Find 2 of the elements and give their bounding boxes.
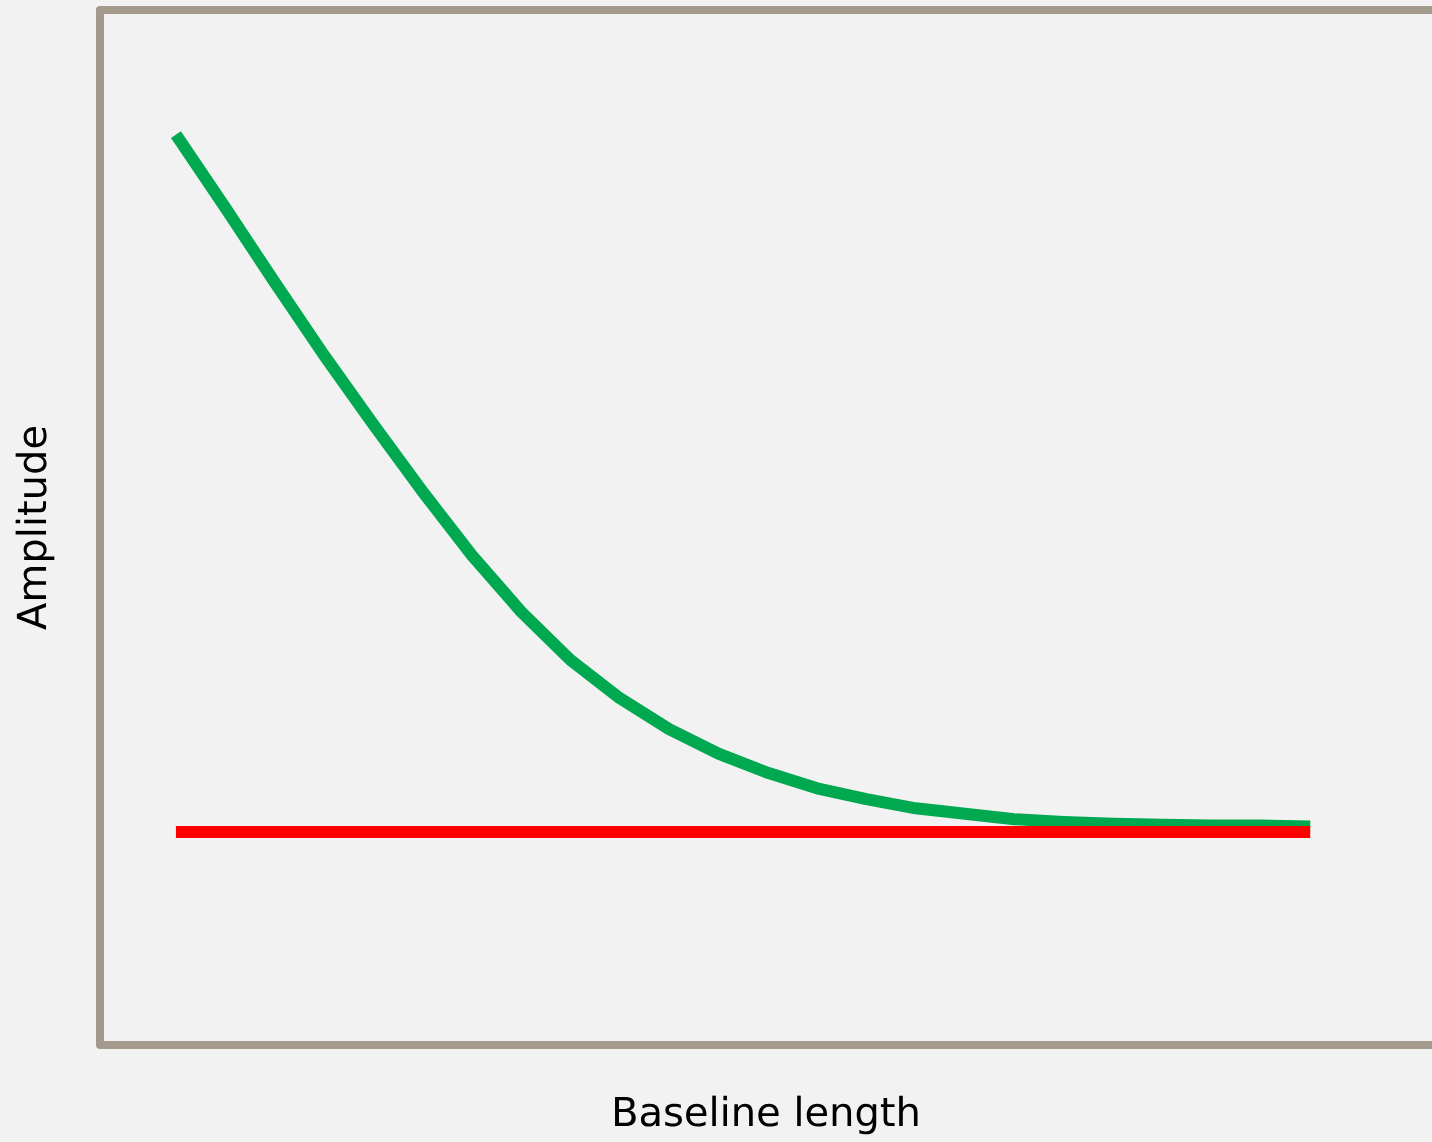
y-axis-title: Amplitude — [15, 427, 55, 630]
x-axis-title: Baseline length — [615, 1095, 918, 1135]
